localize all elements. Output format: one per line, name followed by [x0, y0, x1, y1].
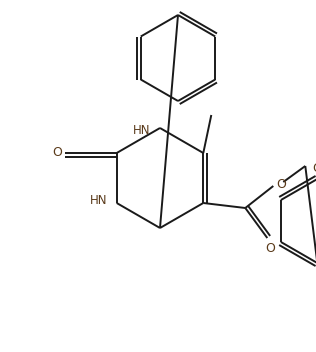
Text: O: O — [52, 146, 62, 159]
Text: HN: HN — [133, 124, 151, 137]
Text: O: O — [265, 241, 275, 254]
Text: HN: HN — [90, 195, 107, 207]
Text: O: O — [276, 177, 286, 190]
Text: O: O — [312, 163, 316, 176]
